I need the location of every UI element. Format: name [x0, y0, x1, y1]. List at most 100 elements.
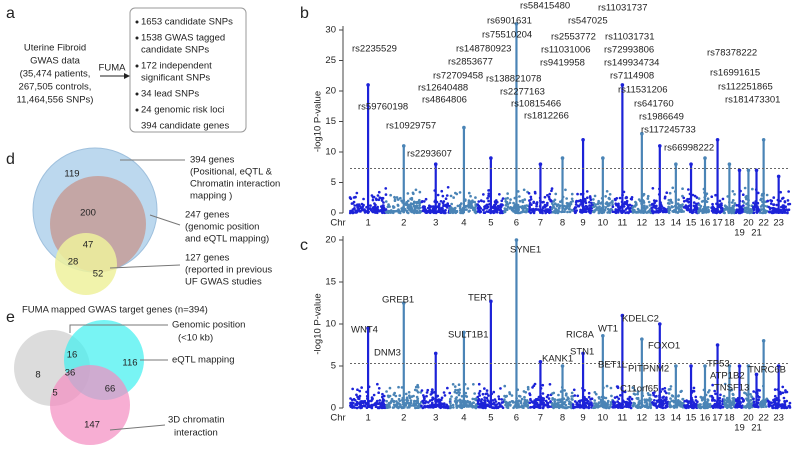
x-tick-label: 1 — [365, 218, 370, 229]
venn-label: eQTL mapping — [172, 355, 235, 366]
y-tick-label: 5 — [331, 361, 336, 372]
x-tick-label: 3 — [433, 413, 438, 424]
peak-point — [366, 83, 370, 87]
source-text: 267,505 controls, — [19, 82, 92, 93]
peak-point — [538, 162, 543, 166]
x-tick-label: 11 — [617, 218, 627, 229]
annotation: FOXO1 — [648, 341, 680, 352]
peak-point — [401, 144, 406, 148]
peak-point — [601, 333, 605, 338]
annotation: rs117245733 — [641, 125, 696, 136]
peak-point — [689, 162, 693, 166]
annotation: rs2853677 — [448, 57, 493, 68]
x-tick-label: 10 — [598, 218, 609, 229]
background-points — [591, 190, 614, 215]
peak-point — [754, 372, 759, 377]
peak-point — [689, 364, 693, 368]
background-points — [766, 385, 792, 410]
x-tick-label: 18 — [724, 218, 735, 229]
x-tick-label: 12 — [637, 413, 648, 424]
peak-point — [674, 364, 678, 368]
peak-point — [581, 351, 585, 356]
panel-label: b — [300, 5, 309, 22]
annotation: rs12640488 — [418, 83, 468, 94]
x-tick-label: 23 — [773, 218, 784, 229]
x-tick-label: 14 — [671, 218, 682, 229]
peak-point — [746, 168, 751, 173]
result-text: 24 genomic risk loci — [141, 105, 224, 116]
x-tick-label: 7 — [538, 218, 543, 229]
y-tick-label: 20 — [325, 86, 336, 97]
annotation: BET1L — [598, 360, 627, 371]
x-tick-label: 5 — [488, 218, 493, 229]
peak-point — [754, 168, 759, 173]
annotation: SULT1B1 — [448, 330, 488, 341]
x-axis-title: Chr — [330, 218, 345, 229]
peak-point — [514, 238, 519, 242]
peak-point — [703, 364, 707, 368]
panel-label: d — [6, 151, 15, 168]
annotation: rs148780923 — [456, 44, 511, 55]
venn-count: 66 — [105, 384, 116, 395]
x-tick-label: 22 — [758, 218, 769, 229]
x-tick-label: 15 — [686, 413, 697, 424]
x-tick-label: 10 — [598, 413, 609, 424]
x-tick-label: 11 — [617, 413, 627, 424]
venn-label: (reported in previous — [185, 265, 272, 276]
bullet — [135, 64, 139, 68]
result-text: significant SNPs — [141, 73, 210, 84]
x-tick-label: 5 — [488, 413, 493, 424]
peak-point — [761, 339, 766, 343]
x-tick-label: 19 — [734, 423, 745, 434]
x-tick-label: 18 — [724, 413, 735, 424]
venn-label: 247 genes — [185, 210, 230, 221]
x-tick-label: 21 — [751, 423, 762, 434]
bullet — [135, 20, 139, 24]
peak-point — [462, 330, 466, 335]
x-tick-label: 19 — [734, 228, 745, 239]
peak-point — [560, 156, 565, 160]
venn-count: 200 — [80, 208, 96, 219]
annotation: WT1 — [598, 324, 618, 335]
source-text: Uterine Fibroid — [24, 43, 86, 54]
annotation: rs59760198 — [358, 102, 408, 113]
peak-point — [462, 125, 466, 130]
annotation: WNT4 — [351, 325, 378, 336]
peak-point — [658, 144, 662, 148]
y-tick-label: 5 — [331, 177, 336, 188]
annotation: rs72709458 — [433, 71, 483, 82]
venn-count: 119 — [64, 169, 79, 180]
peak-point — [489, 299, 493, 304]
result-text: 172 independent — [141, 61, 212, 72]
annotation: ATP1B2 — [710, 371, 745, 382]
venn-label: and eQTL mapping) — [185, 234, 269, 245]
peak-point — [658, 322, 662, 326]
venn-label: 394 genes — [190, 155, 235, 166]
annotation: rs641760 — [634, 99, 674, 110]
venn-label: UF GWAS studies — [185, 277, 262, 288]
venn-label: (genomic position — [185, 222, 259, 233]
panel-label: c — [300, 237, 308, 254]
tool-label: FUMA — [99, 63, 127, 74]
bullet — [135, 108, 139, 112]
annotation: rs10929757 — [386, 121, 436, 132]
y-axis-title: -log10 P-value — [313, 293, 324, 354]
background-points — [420, 386, 452, 410]
annotation: rs7114908 — [610, 71, 654, 82]
venn-label: 127 genes — [185, 253, 230, 264]
y-tick-label: 20 — [325, 235, 336, 246]
x-tick-label: 17 — [712, 413, 723, 424]
x-tick-label: 17 — [712, 218, 723, 229]
panel-title: FUMA mapped GWAS target genes (n=394) — [22, 305, 208, 316]
x-tick-label: 4 — [461, 413, 466, 424]
x-tick-label: 14 — [671, 413, 682, 424]
peak-point — [776, 174, 781, 179]
annotation: PITPNM2 — [628, 364, 669, 375]
annotation: rs2235529 — [352, 44, 397, 55]
peak-point — [401, 301, 406, 305]
x-tick-label: 6 — [514, 218, 519, 229]
x-tick-label: 13 — [655, 413, 666, 424]
source-text: (35,474 patients, — [20, 69, 91, 80]
x-tick-label: 6 — [514, 413, 519, 424]
venn-count: 147 — [84, 420, 100, 431]
